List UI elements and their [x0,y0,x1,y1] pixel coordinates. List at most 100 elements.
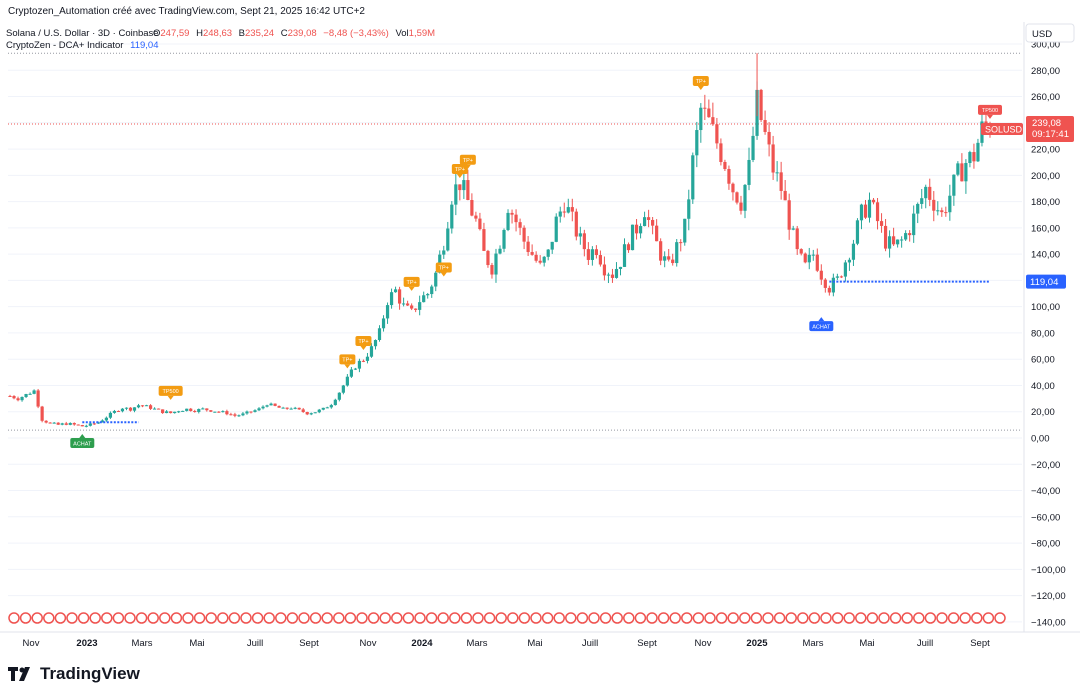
price-tick-label: 40,00 [1031,381,1055,392]
event-marker [449,612,461,624]
candle-body [900,239,904,241]
candle-body [229,414,233,416]
candle-body [289,408,293,410]
signal-label: TP+ [439,265,449,271]
candle-body [361,360,366,362]
event-marker [715,612,728,624]
candle-body [120,408,125,412]
candle-body [735,192,739,203]
time-tick-label: Juill [917,638,933,649]
event-marker [889,612,902,624]
time-tick-label: Sept [299,638,319,649]
candle-body [598,255,603,265]
signal-buy_blue: ACHAT [809,317,834,332]
event-marker [727,612,739,624]
countdown-value: 09:17:41 [1032,129,1069,140]
candle-body [377,328,382,341]
candle-body [253,410,257,412]
candle-body [64,423,68,425]
signal-tp: TP500 [158,385,183,400]
candle-body [851,243,856,260]
legend-indicator: CryptoZen - DCA+ Indicator 119,04 [6,40,158,51]
signal-pointer [456,173,463,178]
event-marker [530,612,542,624]
event-marker [704,612,716,624]
candle-body [478,218,482,230]
event-marker [66,612,78,624]
candle-body [630,224,635,251]
signal-label: TP500 [982,108,998,114]
candle-body [136,405,141,408]
signal-tp: TP+ [435,262,452,277]
candle-body [410,305,414,309]
event-marker [101,612,113,624]
grid-lines [0,22,1080,633]
candle-body [317,409,321,413]
candle-body [193,410,197,412]
event-marker [402,612,415,624]
candle-body [185,408,189,411]
candle-body [442,250,446,255]
event-marker [379,612,391,624]
candle-body [60,423,64,425]
event-marker [762,612,774,624]
candle-body [550,241,554,250]
event-marker [182,612,194,624]
currency-button[interactable]: USD [1025,23,1075,43]
candle-body [948,195,952,213]
signal-label-bg [451,163,468,174]
candle-body [321,407,325,410]
candle-body [498,248,502,254]
candle-body [20,396,24,401]
price-tick-label: −40,00 [1031,486,1060,497]
candle-body [96,422,100,424]
candle-body [177,411,181,413]
candle-body [783,190,787,201]
candle-body [715,124,719,144]
candle-body [482,229,486,251]
event-marker [333,612,345,624]
event-marker [298,612,310,624]
event-marker [344,612,357,624]
price-tick-label: −120,00 [1031,591,1066,602]
candle-body [205,408,209,411]
time-axis[interactable]: Nov 2023 Mars Mai Juill Sept Nov 2024 Mars Mai Jui… [23,638,991,649]
event-marker [286,612,299,624]
event-marker [808,612,821,624]
time-tick-label: Mai [859,638,874,649]
candle-body [56,422,60,425]
candle-body [402,303,406,305]
candle-body [157,408,161,410]
change-value: −8,48 (−3,43%) [323,28,389,39]
candlestick-chart[interactable]: TP500 ACHAT TP+ TP+ TP+ TP+ TP+ TP+ TP+ ACHAT TP50… [0,22,1080,658]
candle-body [458,184,462,191]
candle-body [703,107,707,109]
candle-body [369,346,374,357]
candle-body [365,356,370,361]
candle-body [960,163,964,182]
candle-body [88,423,92,426]
time-tick-label: Mars [802,638,823,649]
event-marker [576,612,589,624]
candle-body [297,407,301,410]
candle-body [952,174,956,196]
candle-body [418,302,422,310]
time-tick-label: Mai [527,638,542,649]
candle-body [811,254,815,256]
event-marker [309,612,322,624]
candle-body [759,89,763,121]
candle-body [831,277,835,293]
tradingview-logo[interactable]: TradingView [8,664,140,684]
candle-body [871,199,876,203]
signal-pointer [79,434,86,439]
candle-body [530,252,534,255]
candle-body [173,411,177,414]
price-tick-label: 20,00 [1031,407,1055,418]
chart-area[interactable]: TP500 ACHAT TP+ TP+ TP+ TP+ TP+ TP+ TP+ ACHAT TP50… [0,22,1080,658]
candle-body [406,303,410,306]
candle-body [634,224,639,234]
candle-body [373,340,378,347]
candle-body [667,256,671,260]
price-tick-label: 260,00 [1031,92,1060,103]
price-tick-label: 60,00 [1031,355,1055,366]
